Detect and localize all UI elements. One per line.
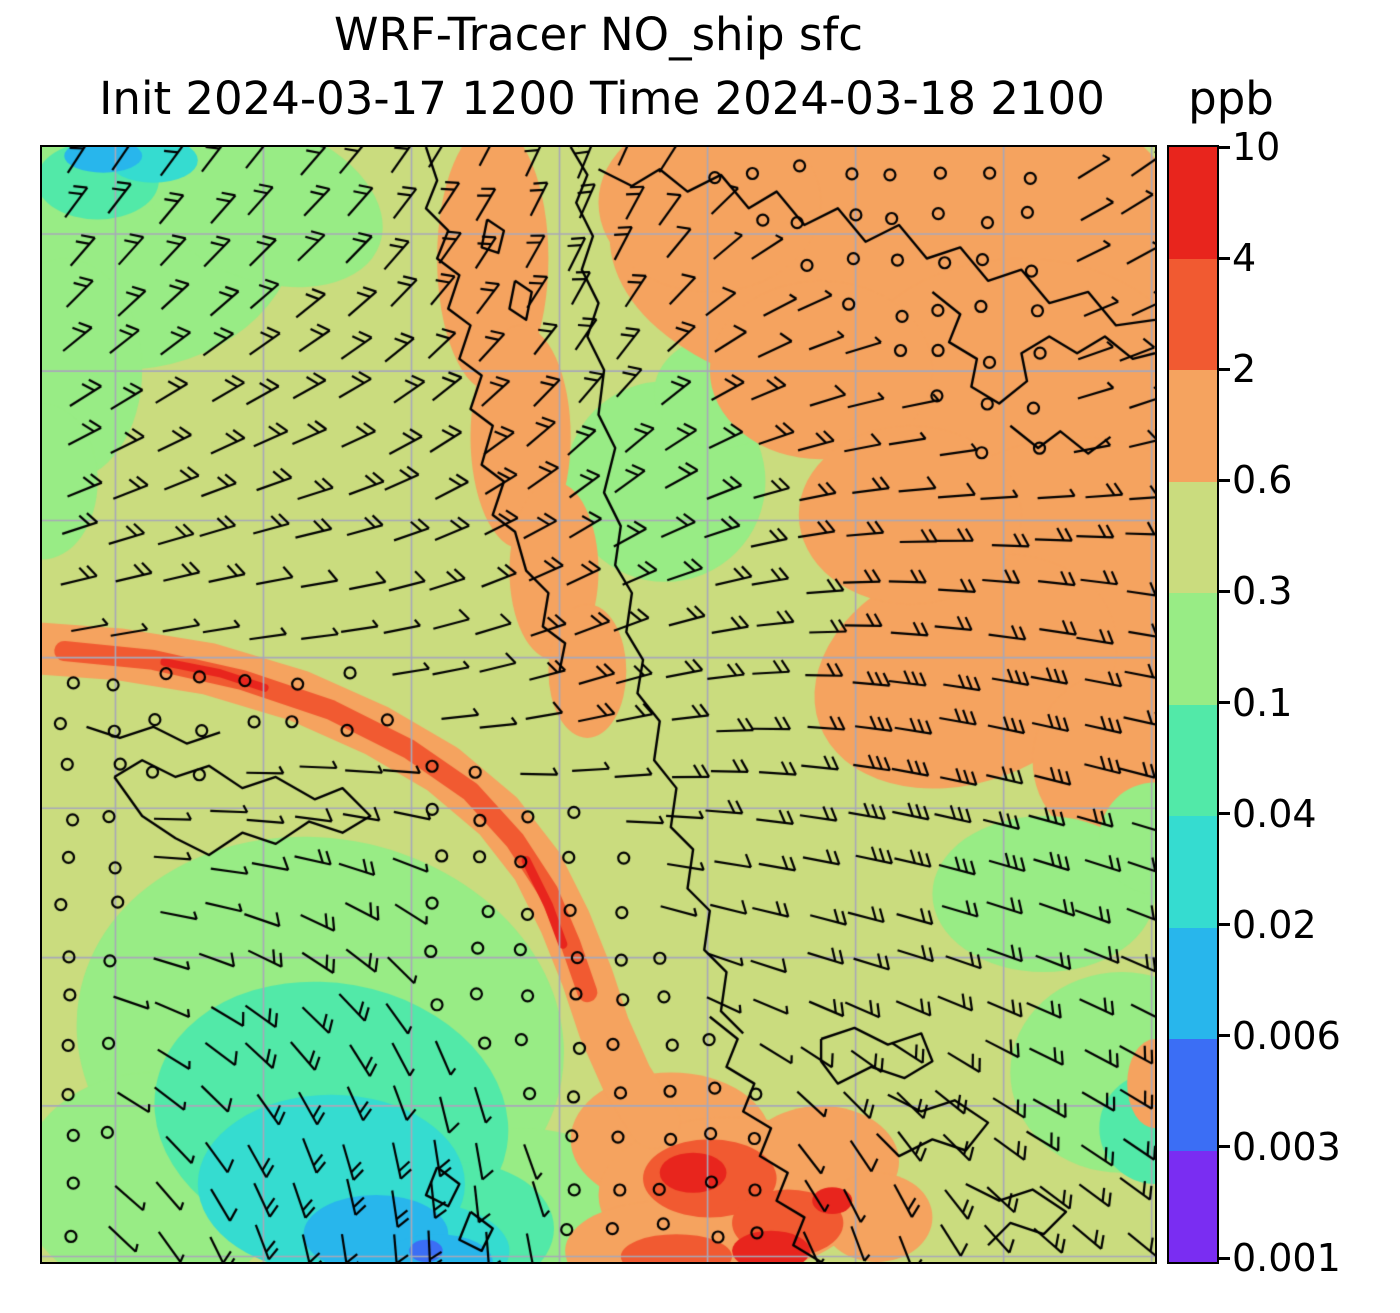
colorbar-segment bbox=[1169, 1150, 1217, 1262]
colorbar-tick-label: 2 bbox=[1232, 347, 1257, 392]
colorbar-tick-label: 0.001 bbox=[1232, 1236, 1341, 1280]
map-canvas bbox=[42, 147, 1155, 1262]
colorbar-tick-label: 10 bbox=[1232, 125, 1281, 169]
chart-subtitle: Init 2024-03-17 1200 Time 2024-03-18 210… bbox=[99, 72, 1105, 125]
colorbar-tick-label: 0.1 bbox=[1232, 680, 1293, 725]
chart-title: WRF-Tracer NO_ship sfc bbox=[334, 8, 863, 61]
colorbar-tick-label: 0.3 bbox=[1232, 569, 1293, 614]
colorbar-tick-mark bbox=[1219, 256, 1230, 260]
colorbar-tick-label: 0.006 bbox=[1232, 1013, 1341, 1058]
colorbar-units-label: ppb bbox=[1188, 72, 1274, 125]
colorbar-tick-mark bbox=[1219, 478, 1230, 482]
colorbar-tick-mark bbox=[1219, 701, 1230, 704]
colorbar-tick-label: 0.02 bbox=[1232, 902, 1317, 947]
colorbar-tick-label: 0.6 bbox=[1232, 458, 1293, 503]
colorbar bbox=[1167, 145, 1219, 1264]
colorbar-tick-mark bbox=[1219, 1034, 1230, 1038]
colorbar-segment bbox=[1169, 1039, 1217, 1151]
colorbar-segment bbox=[1169, 370, 1217, 482]
colorbar-tick-mark bbox=[1219, 589, 1230, 593]
colorbar-tick-label: 4 bbox=[1232, 236, 1257, 281]
colorbar-segment bbox=[1169, 481, 1217, 593]
colorbar-segment bbox=[1169, 704, 1217, 816]
colorbar-segment bbox=[1169, 258, 1217, 370]
colorbar-tick-label: 0.04 bbox=[1232, 791, 1317, 836]
colorbar-tick-mark bbox=[1219, 812, 1230, 816]
colorbar-tick-mark bbox=[1219, 923, 1230, 927]
colorbar-tick-mark bbox=[1219, 1145, 1230, 1149]
colorbar-segment bbox=[1169, 147, 1217, 259]
colorbar-tick-label: 0.003 bbox=[1232, 1124, 1341, 1169]
map-panel bbox=[40, 145, 1157, 1264]
colorbar-segment bbox=[1169, 816, 1217, 928]
colorbar-segment bbox=[1169, 593, 1217, 705]
colorbar-segment bbox=[1169, 927, 1217, 1039]
colorbar-tick-mark bbox=[1219, 367, 1230, 371]
colorbar-tick-mark bbox=[1219, 145, 1230, 149]
colorbar-tick-mark bbox=[1219, 1256, 1230, 1260]
